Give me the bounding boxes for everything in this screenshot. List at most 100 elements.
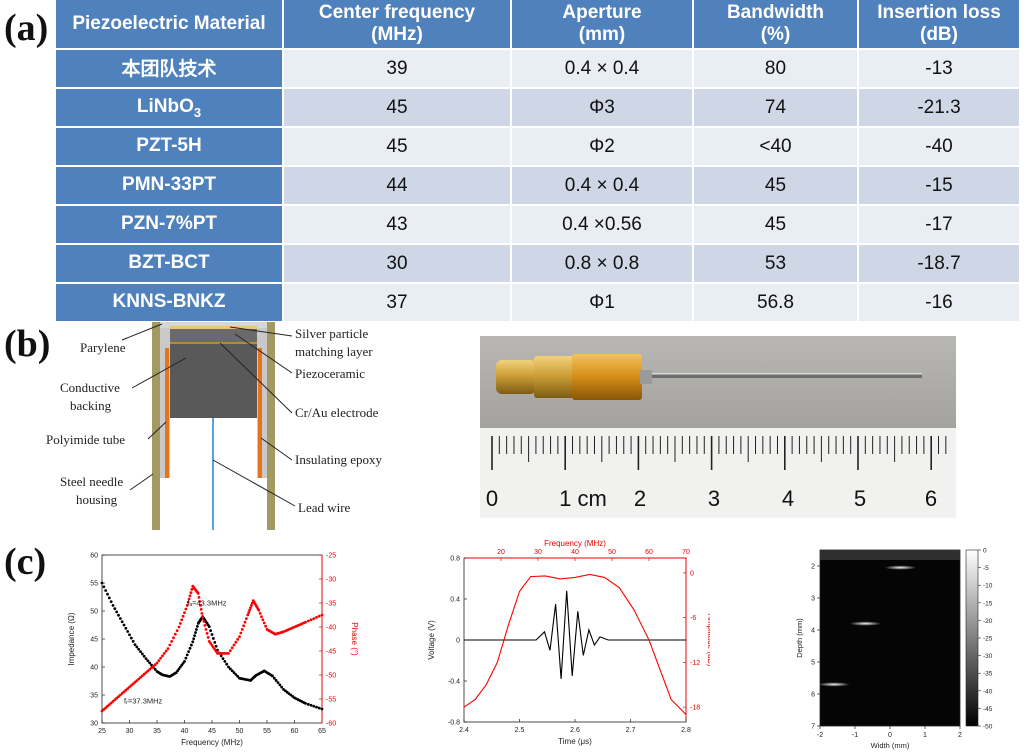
data-point [109, 701, 113, 705]
cell-aperture: 0.4 ×0.56 [512, 206, 694, 245]
data-point [180, 618, 184, 622]
data-point [173, 632, 177, 636]
data-point [100, 709, 104, 713]
data-point [230, 646, 234, 650]
y2-tick-label: -55 [326, 697, 336, 704]
data-point [199, 608, 203, 611]
ruler-label-3: 3 [708, 486, 720, 511]
cell-material: 本团队技术 [56, 50, 284, 89]
data-point [144, 671, 148, 674]
x-tick-label: 2.4 [459, 727, 469, 734]
data-point [244, 617, 248, 620]
data-point [221, 657, 225, 660]
colorbar-tick-label: -10 [983, 583, 993, 590]
cell-insertion-loss: -21.3 [859, 89, 1021, 128]
y2-tick-label: -45 [326, 649, 336, 656]
y-tick-label: 50 [90, 609, 98, 616]
table-row: PZN-7%PT 43 0.4 ×0.56 45 -17 [56, 206, 1021, 245]
data-point [315, 616, 318, 619]
data-point [260, 615, 263, 618]
y2-tick-label: -60 [326, 721, 336, 728]
label-lead-wire: Lead wire [298, 500, 351, 515]
y-tick-label: 0.4 [450, 597, 460, 604]
data-point [129, 684, 133, 687]
cell-frequency: 39 [284, 50, 512, 89]
data-point [197, 596, 201, 599]
wire-target [884, 565, 917, 570]
impedance-phase-chart: 25 30 35 40 45 50 55 60 6530354045505560-60-55-5… [67, 553, 359, 748]
data-point [195, 628, 198, 631]
data-point [189, 643, 193, 647]
x2-tick-label: 20 [497, 549, 505, 556]
y-tick-label: 4 [811, 628, 815, 635]
y2-axis-label: Phase (°) [350, 622, 359, 656]
y-tick-label: 60 [90, 553, 98, 560]
cell-material: PZN-7%PT [56, 206, 284, 245]
data-point [137, 647, 141, 651]
data-point [185, 604, 189, 607]
data-point [148, 661, 152, 665]
data-point [115, 610, 119, 614]
y2-tick-label: -6 [690, 615, 696, 622]
data-point [187, 597, 191, 601]
data-point [104, 589, 108, 592]
x-tick-label: 2.5 [515, 727, 525, 734]
data-point [128, 685, 131, 689]
cell-aperture: 0.4 × 0.4 [512, 167, 694, 206]
polyimide-tube-right [258, 348, 262, 478]
header-material: Piezoelectric Material [56, 0, 284, 50]
data-point [227, 665, 230, 669]
y-tick-label: 6 [811, 692, 815, 699]
wire-target [849, 621, 882, 626]
data-point [137, 677, 141, 681]
table-row: 本团队技术 39 0.4 × 0.4 80 -13 [56, 50, 1021, 89]
data-point [185, 653, 189, 657]
comparison-table: Piezoelectric Material Center frequency(… [56, 0, 1021, 323]
data-point [306, 702, 310, 706]
colorbar-tick-label: -45 [983, 706, 993, 713]
data-point [181, 614, 185, 618]
data-point [312, 704, 316, 708]
cell-insertion-loss: -13 [859, 50, 1021, 89]
conductive-backing [170, 344, 257, 418]
cell-insertion-loss: -16 [859, 284, 1021, 323]
data-point [106, 592, 109, 596]
x-tick-label: 1 [923, 732, 927, 739]
data-point [278, 683, 282, 687]
data-point [240, 628, 244, 631]
data-point [309, 703, 313, 707]
data-point [118, 617, 122, 620]
ruler-label-0: 0 [486, 486, 498, 511]
x-tick-label: 25 [98, 728, 106, 735]
y-tick-label: 45 [90, 637, 98, 644]
data-point [140, 674, 144, 678]
data-point [304, 702, 307, 705]
data-point [153, 663, 157, 666]
cell-bandwidth: 53 [694, 245, 859, 284]
x-tick-label: 2.6 [570, 727, 580, 734]
data-point [272, 676, 276, 680]
data-point [320, 613, 324, 617]
data-point [209, 642, 213, 645]
data-point [155, 661, 159, 665]
needle-housing-left [152, 322, 160, 530]
transducer-schematic: Parylene Conductive backing Polyimide tu… [40, 318, 440, 533]
y2-axis-label: Amplitude (dB) [706, 614, 710, 667]
cell-aperture: Φ1 [512, 284, 694, 323]
data-point [219, 654, 223, 658]
y-tick-label: 7 [811, 724, 815, 731]
data-point [232, 643, 236, 647]
x-tick-label: 40 [181, 728, 189, 735]
annotation-fa: fₐ=43.3MHz [187, 598, 227, 607]
polyimide-tube-left [165, 348, 169, 478]
data-point [200, 612, 204, 615]
data-point [191, 640, 195, 644]
colorbar-tick-label: -20 [983, 618, 993, 625]
x-tick-label: 0 [888, 732, 892, 739]
ruler-label-6: 6 [925, 486, 937, 511]
data-point [172, 636, 175, 640]
data-point [230, 669, 234, 673]
y-tick-label: 0 [456, 638, 460, 645]
y2-tick-label: -30 [326, 577, 336, 584]
data-point [120, 692, 124, 695]
